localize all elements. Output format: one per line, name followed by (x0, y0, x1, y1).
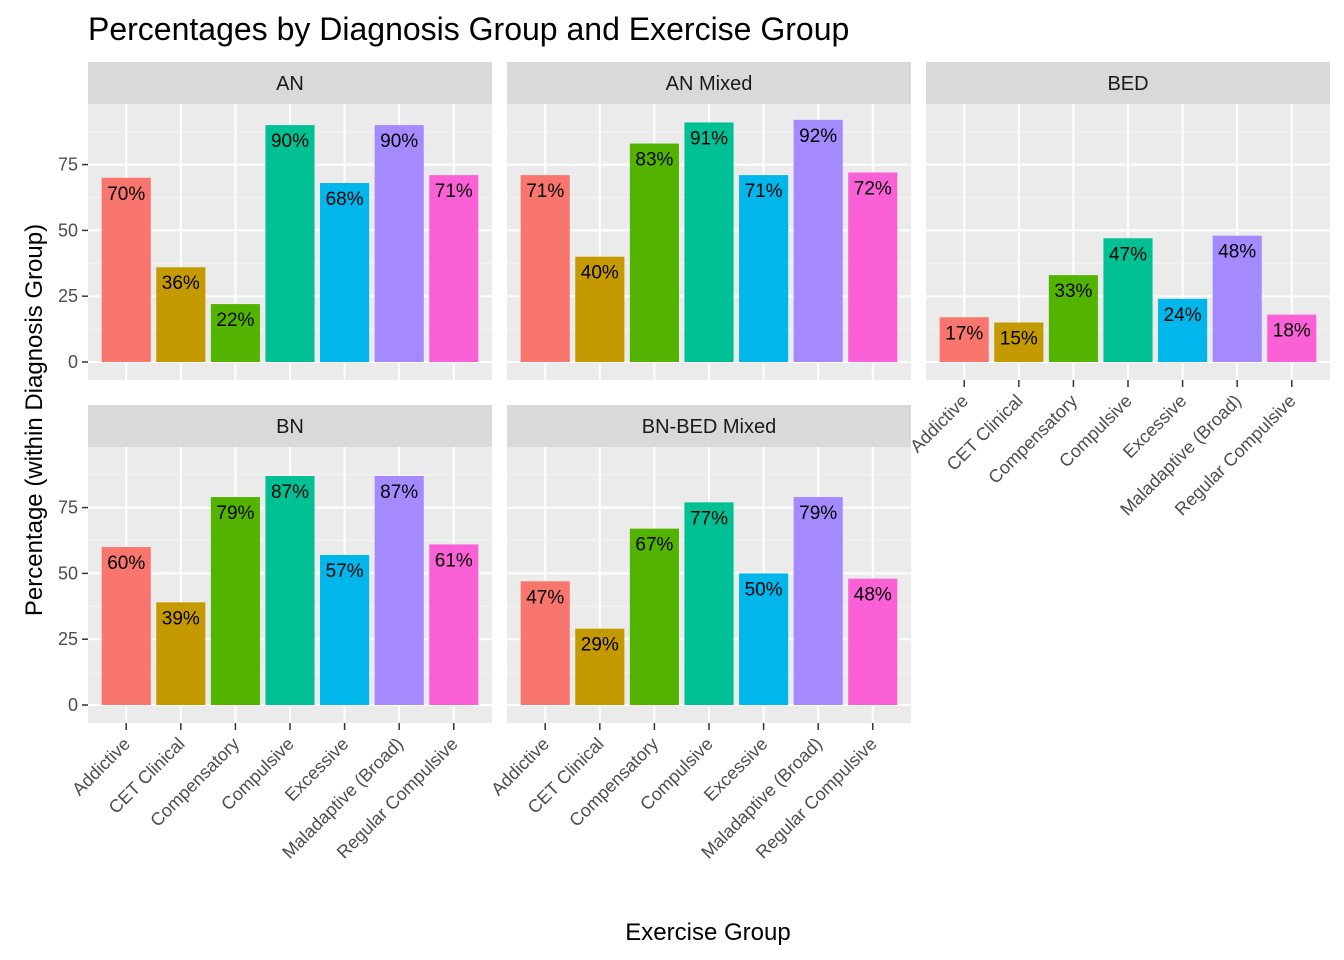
y-tick-label: 0 (68, 352, 78, 372)
bar-label: 40% (581, 263, 619, 284)
bar-label: 71% (435, 181, 473, 202)
bar-bn-compensatory (210, 497, 260, 705)
bar-label: 77% (690, 508, 728, 529)
bar-label: 91% (690, 128, 728, 149)
bar-an-addictive (101, 177, 151, 362)
bar-label: 48% (1218, 242, 1256, 263)
bar-an-mixed-compensatory (629, 143, 679, 362)
bar-an-excessive (320, 183, 370, 362)
facet-an: AN 70% 36% 22% 90% 68% 90% 71% 0 25 50 75 (58, 62, 492, 380)
facet-strip-label: AN (276, 73, 304, 95)
bar-label: 70% (107, 184, 145, 205)
bar-label: 90% (271, 131, 309, 152)
bar-an-mixed-maladaptive-broad (793, 119, 843, 362)
bar-label: 47% (1109, 244, 1147, 265)
bar-bn-bed-mixed-maladaptive-broad (793, 497, 843, 705)
bar-bn-bed-mixed-cet-clinical (575, 628, 625, 705)
bar-label: 79% (216, 503, 254, 524)
bar-label: 36% (162, 273, 200, 294)
bar-bed-compulsive (1103, 238, 1153, 362)
y-tick-label: 25 (58, 286, 78, 306)
facet-panels: AN 70% 36% 22% 90% 68% 90% 71% 0 25 50 75 AN Mixed 71… (58, 62, 1330, 862)
bar-an-compensatory (210, 304, 260, 362)
bar-an-mixed-regular-compulsive (848, 172, 898, 362)
bar-label: 87% (271, 482, 309, 503)
facet-strip-label: BN-BED Mixed (642, 416, 776, 438)
bar-an-mixed-excessive (739, 175, 789, 362)
bar-an-mixed-cet-clinical (575, 256, 625, 362)
bar-label: 87% (380, 482, 418, 503)
bar-label: 39% (162, 608, 200, 629)
bar-label: 67% (635, 535, 673, 556)
bar-label: 79% (799, 503, 837, 524)
bar-an-regular-compulsive (429, 175, 479, 362)
facet-strip (88, 62, 492, 104)
facet-strip-label: AN Mixed (666, 73, 753, 95)
facet-strip (926, 62, 1330, 104)
bar-bn-bed-mixed-compensatory (629, 528, 679, 705)
chart-title: Percentages by Diagnosis Group and Exerc… (88, 11, 849, 47)
bar-an-mixed-addictive (520, 175, 570, 362)
facet-strip (88, 405, 492, 447)
bar-label: 90% (380, 131, 418, 152)
bar-bn-compulsive (265, 476, 315, 705)
y-tick-label: 50 (58, 220, 78, 240)
bar-an-cet-clinical (156, 267, 206, 362)
facet-strip (507, 62, 911, 104)
bar-label: 68% (326, 189, 364, 210)
y-tick-label: 75 (58, 155, 78, 175)
facet-an-mixed: AN Mixed 71% 40% 83% 91% 71% 92% 72% (507, 62, 911, 380)
bar-label: 72% (854, 178, 892, 199)
y-axis-title: Percentage (within Diagnosis Group) (21, 224, 48, 616)
bar-label: 60% (107, 553, 145, 574)
bar-label: 71% (526, 181, 564, 202)
facet-strip-label: BN (276, 416, 304, 438)
bar-bed-maladaptive-broad (1212, 235, 1262, 362)
bar-bn-cet-clinical (156, 602, 206, 705)
bar-label: 17% (945, 323, 983, 344)
bar-label: 71% (745, 181, 783, 202)
bar-label: 57% (326, 561, 364, 582)
bar-label: 29% (581, 635, 619, 656)
bar-label: 61% (435, 550, 473, 571)
bar-an-mixed-compulsive (684, 122, 734, 362)
bar-an-compulsive (265, 125, 315, 362)
bar-label: 47% (526, 587, 564, 608)
bar-bed-excessive (1158, 298, 1208, 362)
x-axis-title: Exercise Group (625, 919, 790, 946)
bar-bn-bed-mixed-compulsive (684, 502, 734, 705)
bar-label: 15% (1000, 329, 1038, 350)
facet-bn: BN60%39%79%87%57%87%61%0255075AddictiveC… (58, 405, 492, 862)
bar-bn-bed-mixed-excessive (739, 573, 789, 705)
facet-strip (507, 405, 911, 447)
bar-bn-bed-mixed-regular-compulsive (848, 578, 898, 705)
bar-label: 24% (1164, 305, 1202, 326)
bar-bn-regular-compulsive (429, 544, 479, 705)
bar-label: 18% (1273, 321, 1311, 342)
bar-label: 22% (216, 310, 254, 331)
bar-bed-compensatory (1048, 275, 1098, 362)
y-tick-label: 75 (58, 498, 78, 518)
bar-label: 48% (854, 585, 892, 606)
bar-label: 33% (1054, 281, 1092, 302)
bar-label: 92% (799, 126, 837, 147)
facet-bn-bed-mixed: BN-BED Mixed47%29%67%77%50%79%48%Addicti… (487, 405, 911, 862)
bar-bn-maladaptive-broad (374, 476, 424, 705)
bar-bn-bed-mixed-addictive (520, 581, 570, 705)
bar-an-maladaptive-broad (374, 125, 424, 362)
bar-bed-regular-compulsive (1267, 314, 1317, 362)
bar-bed-cet-clinical (994, 322, 1044, 362)
bar-bn-excessive (320, 554, 370, 705)
bar-bed-addictive (939, 317, 989, 362)
bar-bn-addictive (101, 547, 151, 705)
bar-label: 50% (745, 579, 783, 600)
facet-strip-label: BED (1107, 73, 1148, 95)
y-tick-label: 25 (58, 629, 78, 649)
y-tick-label: 0 (68, 695, 78, 715)
y-tick-label: 50 (58, 563, 78, 583)
bar-label: 83% (635, 150, 673, 171)
